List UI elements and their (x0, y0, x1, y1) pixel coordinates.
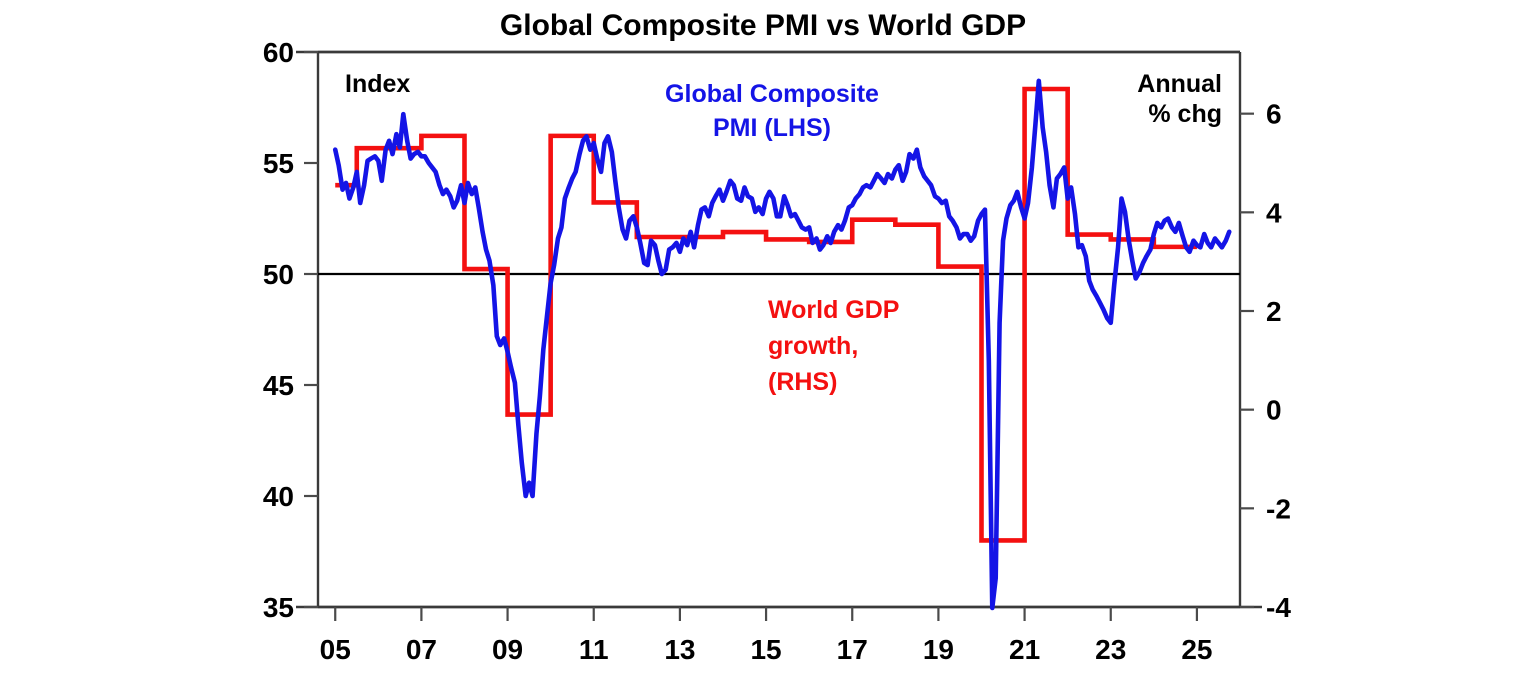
left-tick-label: 40 (263, 481, 294, 512)
left-tick-label: 35 (263, 592, 294, 623)
right-axis-ticks: 6 4 2 0 -2 -4 (1240, 99, 1291, 623)
world-gdp-growth-line (335, 86, 1197, 543)
left-tick-label: 55 (263, 148, 294, 179)
legend-pmi-line1: Global Composite (665, 80, 879, 108)
legend-gdp-line1: World GDP (768, 296, 899, 324)
x-tick-label: 09 (492, 634, 523, 665)
x-tick-label: 19 (923, 634, 954, 665)
x-tick-label: 15 (750, 634, 781, 665)
chart-title: Global Composite PMI vs World GDP (500, 9, 1026, 42)
legend-gdp-line3: (RHS) (768, 368, 837, 396)
x-tick-label: 13 (664, 634, 695, 665)
left-tick-label: 60 (263, 37, 294, 68)
x-tick-label: 11 (579, 634, 609, 665)
right-axis-unit-label-line1: Annual (1137, 70, 1222, 98)
left-tick-label: 45 (263, 370, 294, 401)
right-tick-label: 4 (1266, 197, 1282, 228)
right-tick-label: 2 (1266, 296, 1282, 327)
legend-pmi-line2: PMI (LHS) (713, 114, 831, 142)
right-axis-unit-label-line2: % chg (1148, 100, 1222, 128)
x-tick-label: 23 (1095, 634, 1126, 665)
right-tick-label: 6 (1266, 99, 1282, 130)
legend-gdp-line2: growth, (768, 332, 858, 360)
right-tick-label: 0 (1266, 395, 1282, 426)
global-composite-pmi-line (332, 78, 1232, 611)
x-tick-label: 17 (837, 634, 868, 665)
x-tick-label: 21 (1009, 634, 1040, 665)
x-tick-label: 07 (406, 634, 437, 665)
left-tick-label: 50 (263, 259, 294, 290)
x-tick-label: 05 (320, 634, 351, 665)
right-tick-label: -4 (1266, 592, 1291, 623)
x-axis-ticks: 05 07 09 11 13 15 17 19 21 23 25 (320, 607, 1212, 665)
left-axis-ticks: 60 55 50 45 40 35 (263, 37, 318, 623)
x-tick-label: 25 (1181, 634, 1212, 665)
right-tick-label: -2 (1266, 493, 1291, 524)
left-axis-unit-label: Index (345, 70, 410, 98)
